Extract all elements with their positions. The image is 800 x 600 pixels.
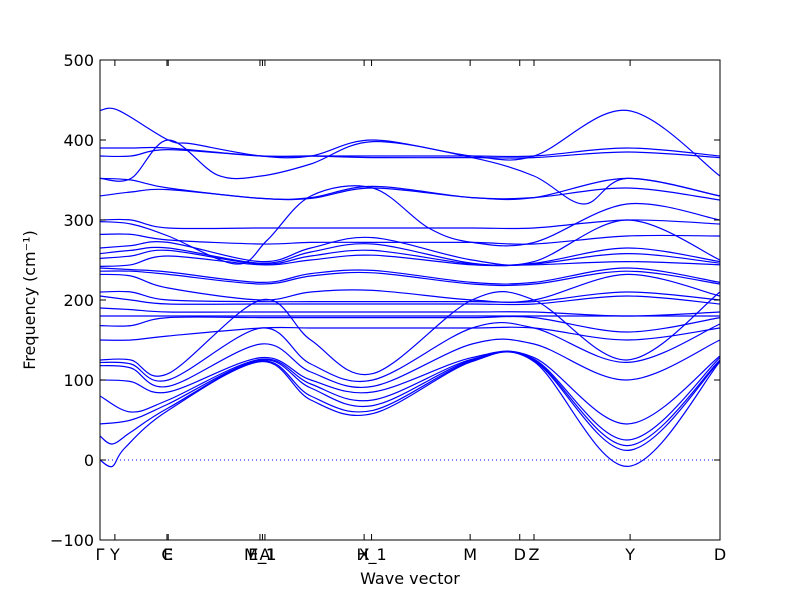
y-tick-label: 500	[63, 51, 94, 70]
band-line-21	[99, 315, 721, 333]
band-line-7	[99, 218, 721, 230]
band-line-5	[99, 177, 721, 201]
x-axis-label: Wave vector	[360, 569, 460, 588]
band-line-13	[99, 254, 721, 267]
x-tick-label: E	[163, 545, 173, 564]
band-line-25	[99, 338, 721, 388]
band-line-28	[99, 351, 721, 447]
y-tick-label: 300	[63, 211, 94, 230]
x-tick-label: Y	[624, 545, 635, 564]
band-line-17	[99, 290, 721, 303]
band-line-30	[99, 350, 721, 468]
x-tick-label: Z	[529, 545, 540, 564]
x-tick-label: A	[259, 545, 270, 564]
y-axis-label: Frequency (cm⁻¹)	[20, 230, 39, 369]
band-line-11	[99, 243, 721, 266]
band-line-27	[99, 350, 721, 441]
band-line-16	[99, 273, 721, 303]
x-axis-ticks: Γ Y CE M_1E_1A XH_1 M D Z Y D	[96, 545, 727, 565]
band-line-22	[99, 326, 721, 341]
y-tick-label: −100	[50, 531, 94, 550]
y-tick-label: 100	[63, 371, 94, 390]
y-tick-label: 0	[84, 451, 94, 470]
band-line-29	[99, 351, 721, 452]
band-line-9	[99, 233, 721, 245]
x-tick-label: M_1	[244, 545, 276, 565]
x-tick-label: D	[714, 545, 726, 564]
band-line-6	[99, 187, 721, 201]
band-line-23	[99, 291, 721, 377]
band-line-1	[99, 107, 721, 177]
phonon-bands	[99, 107, 721, 468]
plot-area-background	[100, 60, 720, 540]
band-line-24	[99, 321, 721, 382]
x-tick-label: E_1	[248, 545, 276, 565]
band-line-15	[99, 270, 721, 287]
y-axis-ticks: −100 0 100 200 300 400 500	[50, 51, 720, 550]
band-line-10	[99, 219, 721, 266]
x-tick-label: Y	[109, 545, 120, 564]
band-line-12	[99, 249, 721, 267]
band-line-14	[99, 267, 721, 285]
band-line-8	[99, 185, 721, 265]
x-tick-label: H_1	[356, 545, 386, 565]
x-tick-label: M	[463, 545, 477, 564]
band-line-4	[99, 139, 721, 205]
x-tick-label: Γ	[96, 545, 105, 564]
y-tick-label: 400	[63, 131, 94, 150]
band-line-3	[99, 148, 721, 159]
band-line-2	[100, 146, 721, 158]
x-tick-label: X	[359, 545, 370, 564]
x-tick-label: C	[161, 545, 172, 564]
band-line-26	[99, 350, 721, 425]
band-line-18	[99, 295, 721, 306]
x-tick-label: D	[514, 545, 526, 564]
y-tick-label: 200	[63, 291, 94, 310]
band-line-19	[99, 307, 721, 317]
